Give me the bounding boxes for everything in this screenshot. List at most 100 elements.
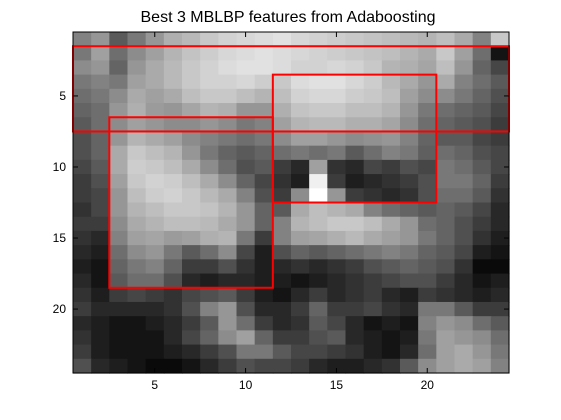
heatmap-cell [381,273,401,289]
heatmap-cell [472,145,492,161]
heatmap-cell [200,188,219,204]
heatmap-cell [490,202,510,218]
heatmap-cell [309,273,328,289]
heatmap-cell [218,287,238,303]
heatmap-cell [381,159,401,175]
heatmap-cell [236,74,256,90]
heatmap-cell [309,88,328,104]
heatmap-cell [254,159,274,175]
heatmap-cell [109,159,129,175]
heatmap-cell [381,230,401,246]
heatmap-cell [218,358,238,374]
heatmap-cell [327,103,347,118]
heatmap-cell [472,230,492,246]
heatmap-cell [436,259,456,275]
heatmap-cell [472,358,492,374]
heatmap-cell [109,131,129,147]
heatmap-cell [272,316,292,331]
heatmap-cell [272,230,292,246]
heatmap-cell [345,74,365,90]
heatmap-cell [109,358,129,374]
heatmap-cell [490,230,510,246]
heatmap-cell [400,32,419,47]
heatmap-cell [163,202,183,218]
heatmap-cell [182,202,201,218]
heatmap-cell [272,159,292,175]
heatmap-cell [272,174,292,189]
heatmap-cell [218,230,238,246]
heatmap-cell [400,273,419,289]
heatmap-cell [327,330,347,346]
heatmap-cell [490,174,510,189]
heatmap-cell [200,245,219,260]
heatmap-cell [490,216,510,232]
heatmap-cell [200,60,219,76]
heatmap-cell [218,330,238,346]
heatmap-cell [254,301,274,317]
heatmap-cell [182,145,201,161]
heatmap-cell [345,344,365,360]
heatmap-cell [363,74,383,90]
heatmap-cell [345,202,365,218]
heatmap-cell [109,174,129,189]
heatmap-cell [436,245,456,260]
heatmap-cell [345,103,365,118]
heatmap-cell [127,88,147,104]
heatmap-cell [236,32,256,47]
heatmap-cell [200,174,219,189]
heatmap-cell [309,358,328,374]
heatmap-cell [127,159,147,175]
heatmap-cell [236,358,256,374]
heatmap-cell [345,287,365,303]
heatmap-cell [345,230,365,246]
x-tick-label: 20 [421,378,435,392]
heatmap-cell [254,216,274,232]
heatmap-cell [182,316,201,331]
heatmap-cell [145,46,165,62]
heatmap-cell [436,287,456,303]
heatmap-cell [309,330,328,346]
heatmap-cell [272,74,292,90]
heatmap-cell [182,46,201,62]
heatmap-cell [345,245,365,260]
heatmap-cell [490,259,510,275]
heatmap-cell [163,60,183,76]
heatmap-cell [272,287,292,303]
heatmap-cell [309,32,328,47]
heatmap-cell [109,117,129,133]
heatmap-cell [200,74,219,90]
heatmap-cell [145,88,165,104]
heatmap-cell [490,145,510,161]
heatmap-cell [436,216,456,232]
heatmap-cell [291,230,310,246]
heatmap-cell [418,230,437,246]
heatmap-cell [436,188,456,204]
heatmap-cell [345,259,365,275]
heatmap-cell [454,316,474,331]
heatmap-cell [327,145,347,161]
heatmap-cell [145,74,165,90]
heatmap-cell [127,202,147,218]
heatmap-cell [327,230,347,246]
heatmap-cell [109,216,129,232]
heatmap-cell [490,344,510,360]
heatmap-cell [73,159,92,175]
heatmap-cell [436,74,456,90]
heatmap-cell [345,131,365,147]
heatmap-cell [363,330,383,346]
heatmap-cell [236,230,256,246]
heatmap-cell [345,88,365,104]
heatmap-cell [345,301,365,317]
heatmap-cell [400,287,419,303]
heatmap-cell [418,60,437,76]
heatmap-cell [254,287,274,303]
heatmap-cell [454,145,474,161]
heatmap-cell [236,301,256,317]
heatmap-cell [145,287,165,303]
heatmap-cell [145,159,165,175]
heatmap-cell [236,60,256,76]
heatmap-cell [200,259,219,275]
heatmap-cell [73,330,92,346]
y-tick-label: 10 [53,160,67,174]
heatmap-cell [254,259,274,275]
